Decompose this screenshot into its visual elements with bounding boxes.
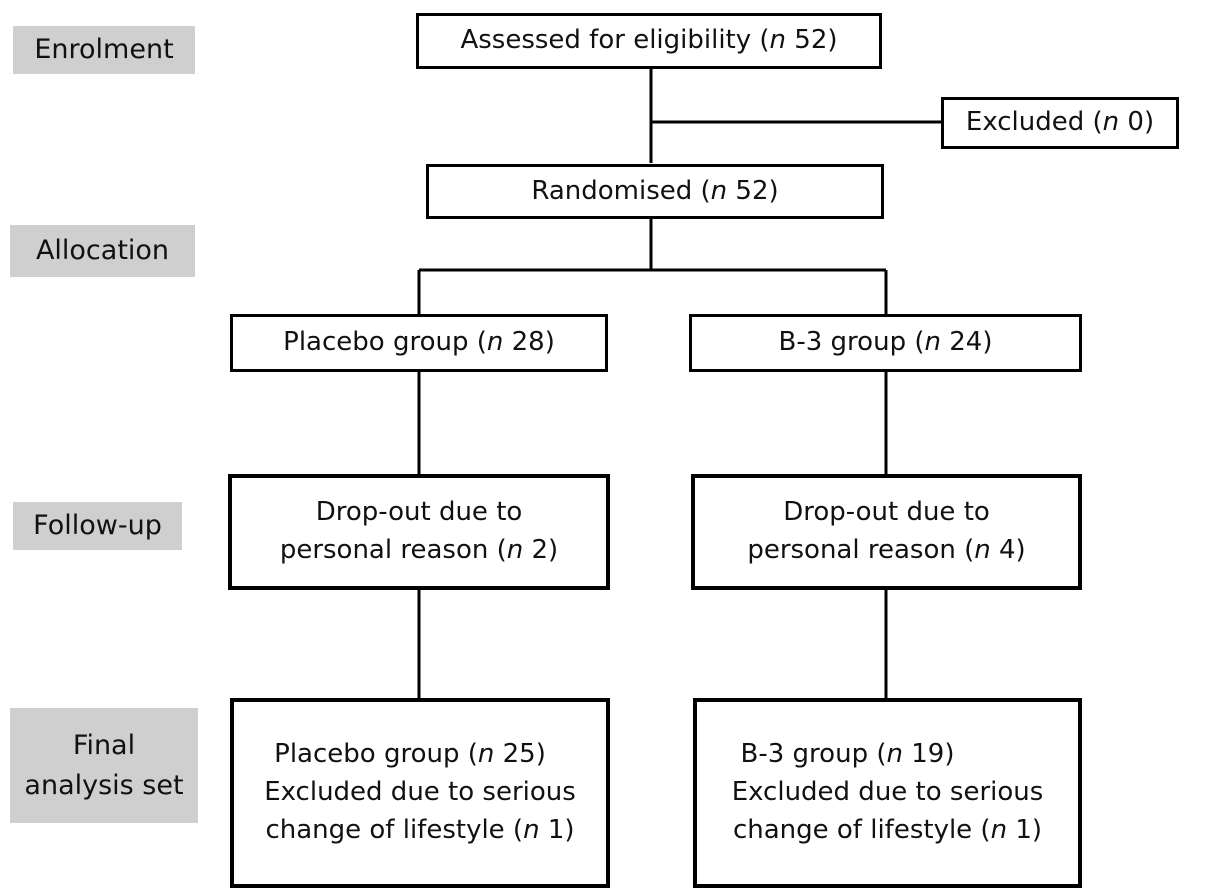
assessed-for-eligibility-box: Assessed for eligibility (n 52) — [416, 13, 882, 69]
placebo-dropout-box: Drop-out due to personal reason (n 2) — [228, 474, 610, 590]
stage-label-follow-up: Follow-up — [13, 502, 182, 550]
stage-label-enrolment: Enrolment — [13, 26, 195, 74]
stage-label-final-analysis-set: Final analysis set — [10, 708, 198, 823]
b3-final-analysis-box: B-3 group (n 19) Excluded due to serious… — [693, 698, 1082, 888]
b3-dropout-box: Drop-out due to personal reason (n 4) — [691, 474, 1082, 590]
placebo-group-box: Placebo group (n 28) — [230, 314, 608, 372]
placebo-final-analysis-box: Placebo group (n 25) Excluded due to ser… — [230, 698, 610, 888]
randomised-box: Randomised (n 52) — [426, 164, 884, 219]
stage-label-allocation: Allocation — [10, 225, 195, 277]
b3-group-box: B-3 group (n 24) — [689, 314, 1082, 372]
excluded-box: Excluded (n 0) — [941, 97, 1179, 149]
